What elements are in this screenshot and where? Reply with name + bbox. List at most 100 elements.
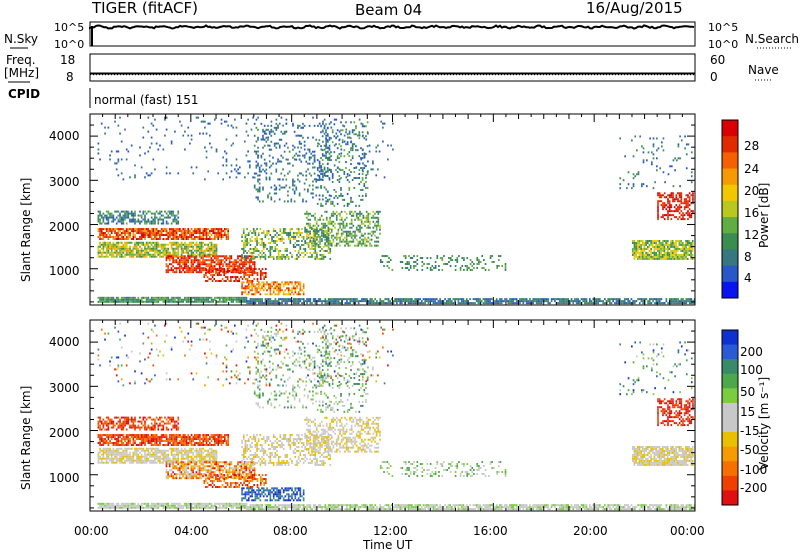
power-cell — [228, 255, 231, 258]
power-cell — [185, 271, 188, 274]
power-cell — [155, 210, 158, 213]
power-cell — [124, 230, 126, 233]
power-cell — [255, 126, 258, 129]
power-cell — [631, 241, 634, 244]
power-cell — [190, 245, 193, 248]
power-cell — [107, 222, 110, 225]
power-cell — [355, 166, 358, 169]
power-cell — [184, 298, 186, 301]
power-cell — [251, 287, 253, 290]
power-cell — [560, 302, 563, 305]
power-cell — [685, 245, 687, 248]
cpid-value: normal (fast) 151 — [94, 93, 199, 107]
power-cell — [159, 243, 161, 246]
power-cell — [419, 298, 421, 301]
power-cell — [185, 236, 188, 239]
power-cell — [259, 283, 262, 286]
power-cell — [219, 230, 221, 233]
power-cell — [228, 267, 231, 270]
power-cell — [462, 298, 465, 301]
power-cell — [227, 238, 229, 241]
power-cell — [645, 185, 648, 188]
power-cell — [215, 249, 218, 252]
power-cell — [187, 257, 189, 260]
power-cell — [247, 172, 249, 175]
power-cell — [299, 247, 302, 250]
velocity-cell — [122, 504, 125, 507]
power-cell — [344, 226, 346, 229]
power-cell — [427, 300, 430, 303]
power-cell — [362, 170, 364, 173]
power-cell — [336, 202, 339, 205]
power-cell — [412, 300, 415, 303]
power-cell — [432, 300, 435, 303]
power-cell — [238, 263, 241, 266]
power-cell — [253, 144, 256, 147]
power-cell — [688, 198, 691, 201]
power-cell — [312, 232, 315, 235]
power-cell — [164, 253, 166, 256]
power-cell — [172, 210, 175, 213]
power-cell — [238, 278, 241, 281]
power-cell — [381, 255, 384, 258]
power-cell — [159, 212, 161, 215]
power-cell — [340, 194, 342, 197]
power-cell — [105, 241, 108, 244]
power-cell — [177, 238, 180, 241]
power-cell — [335, 210, 338, 213]
power-cell — [279, 302, 282, 305]
power-cell — [184, 234, 186, 237]
power-cell — [315, 228, 318, 231]
power-cell — [335, 232, 338, 235]
power-cell — [354, 230, 356, 233]
power-cell — [652, 298, 654, 301]
power-cell — [330, 170, 333, 173]
power-cell — [225, 158, 228, 161]
power-cell — [369, 244, 371, 247]
power-cell — [100, 296, 103, 299]
power-cell — [299, 285, 302, 288]
power-cell — [687, 143, 690, 146]
power-cell — [362, 214, 365, 217]
power-cell — [115, 168, 118, 171]
power-cell — [316, 257, 318, 260]
power-cell — [322, 245, 325, 248]
power-cell — [623, 302, 626, 305]
power-cell — [232, 261, 234, 264]
power-cell — [154, 251, 156, 254]
power-cell — [241, 287, 243, 290]
power-cell — [130, 255, 133, 258]
velocity-cell — [149, 504, 151, 507]
power-cell — [125, 228, 128, 231]
power-cell — [687, 196, 689, 199]
power-cell — [291, 228, 293, 231]
power-cell — [154, 300, 156, 303]
power-cell — [254, 255, 257, 258]
power-cell — [349, 298, 352, 301]
power-cell — [504, 268, 507, 271]
power-cell — [501, 264, 504, 267]
power-cell — [675, 241, 677, 244]
power-cell — [292, 243, 295, 246]
power-cell — [209, 241, 211, 244]
power-cell — [297, 230, 300, 233]
power-cell — [112, 247, 115, 250]
power-cell — [351, 147, 354, 150]
power-cell — [120, 220, 123, 223]
power-cell — [366, 121, 369, 124]
power-cell — [661, 240, 664, 242]
power-cell — [557, 298, 560, 301]
power-cell — [309, 218, 311, 221]
power-cell — [97, 210, 100, 213]
power-cell — [124, 249, 126, 252]
power-cell — [222, 255, 224, 258]
power-cell — [249, 257, 252, 260]
power-cell — [147, 228, 150, 231]
power-cell — [274, 300, 277, 303]
power-cell — [366, 131, 369, 134]
power-cell — [222, 156, 225, 159]
power-cell — [691, 253, 694, 256]
power-cell — [257, 146, 259, 149]
power-cell — [212, 255, 214, 258]
power-cell — [667, 198, 669, 201]
